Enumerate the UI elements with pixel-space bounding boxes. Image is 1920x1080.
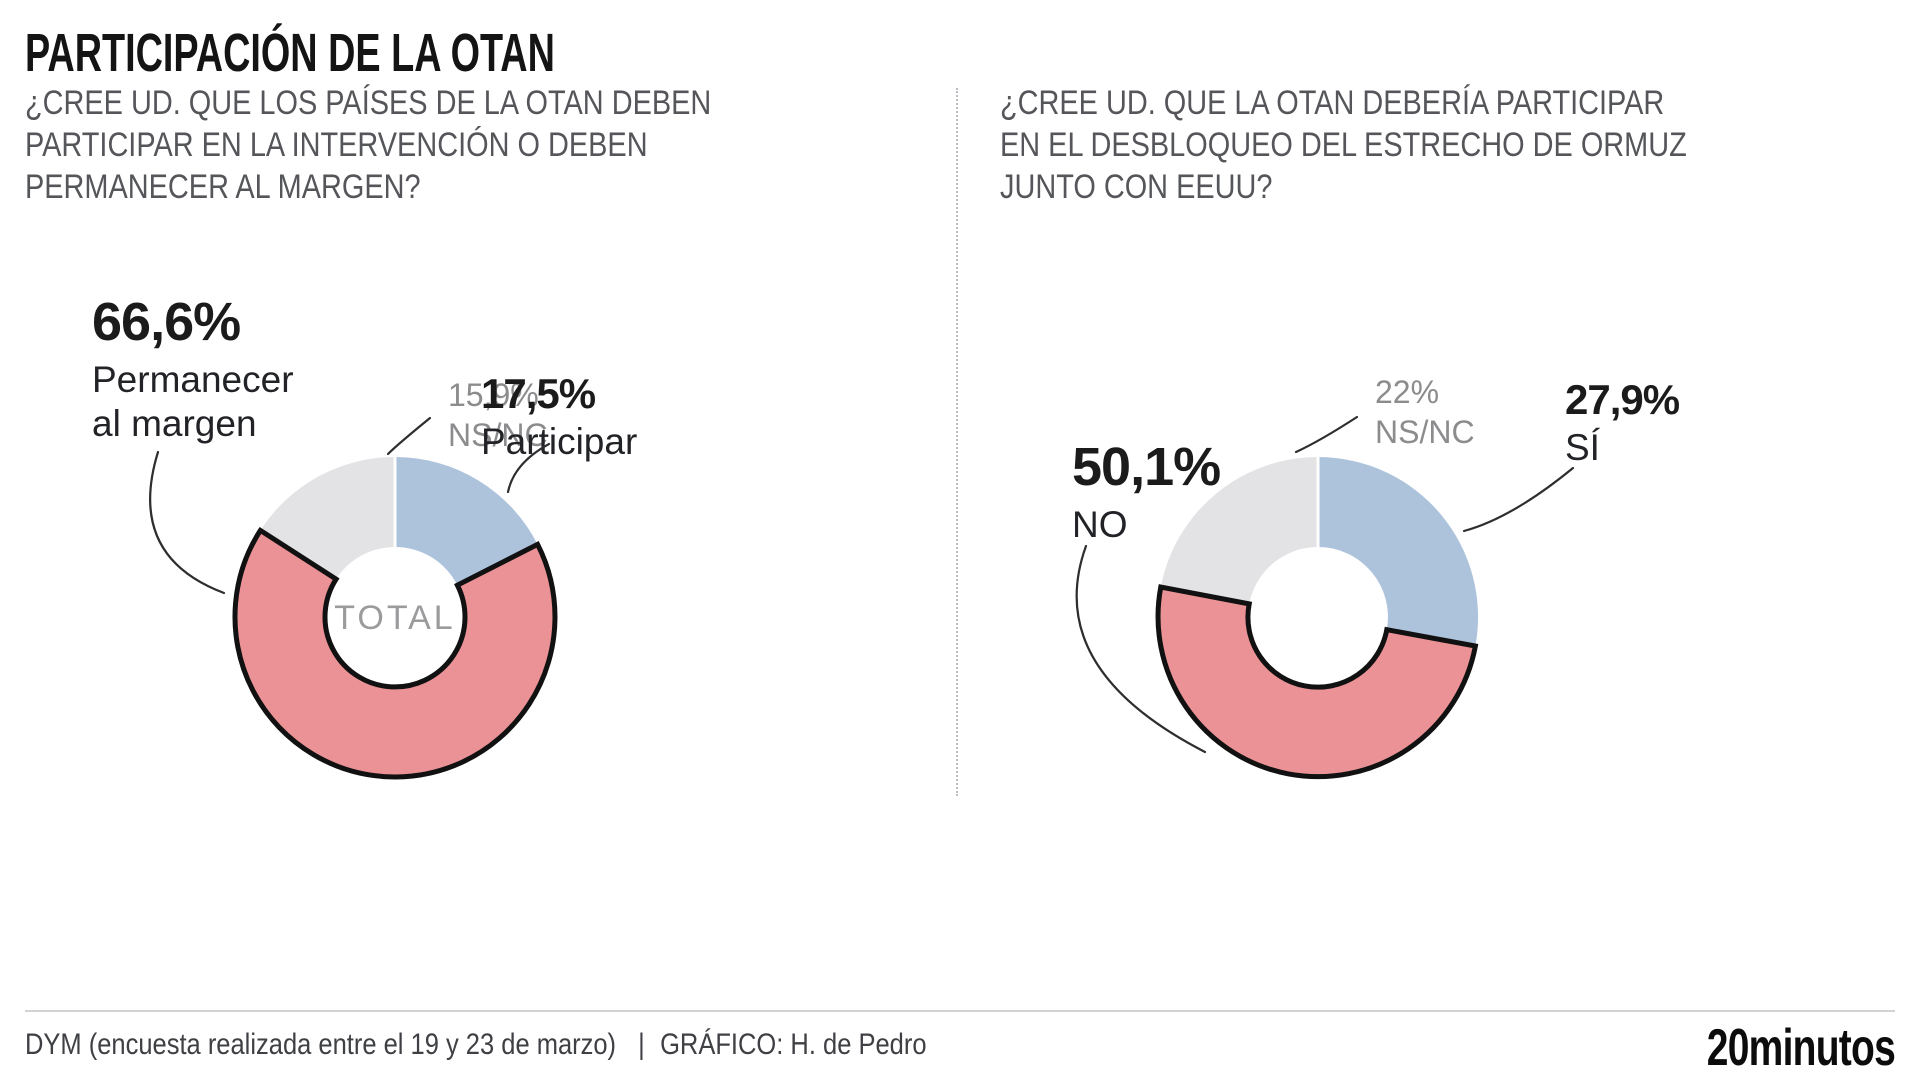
footer-rule — [25, 1010, 1895, 1012]
callout-no — [1075, 544, 1207, 754]
label-nsnc-left: 15,9% NS/NC — [448, 375, 548, 455]
label-no-line1: NO — [1072, 504, 1128, 545]
callout-nsnc-right — [1294, 415, 1359, 454]
callout-si — [1462, 466, 1575, 533]
label-nsnc-right-value: 22% — [1375, 374, 1440, 410]
label-no-value: 50,1% — [1072, 437, 1221, 497]
question-right-line2: EN EL DESBLOQUEO DEL ESTRECHO DE ORMUZ — [1000, 126, 1687, 164]
label-si-name: SÍ — [1565, 427, 1600, 468]
slice-nsnc — [1160, 457, 1318, 604]
page-title: PARTICIPACIÓN DE LA OTAN — [25, 23, 555, 83]
slice-no — [1155, 584, 1479, 780]
label-permanecer-line1: Permanecer — [92, 359, 294, 400]
label-permanecer: 66,6% Permanecer al margen — [92, 294, 294, 446]
donut-chart-total — [232, 457, 558, 780]
slice-permaneceralmargen — [232, 526, 558, 780]
donut-left-center-label: TOTAL — [334, 599, 455, 637]
label-si-value: 27,9% — [1565, 376, 1680, 423]
panel-divider — [956, 88, 958, 796]
donut-chart-ormuz — [1155, 456, 1479, 780]
question-left-line1: ¿CREE UD. QUE LOS PAÍSES DE LA OTAN DEBE… — [25, 84, 712, 122]
callout-participar — [506, 442, 551, 494]
question-right-line1: ¿CREE UD. QUE LA OTAN DEBERÍA PARTICIPAR — [1000, 84, 1665, 122]
label-nsnc-left-name: NS/NC — [448, 417, 548, 453]
callout-permanecer — [149, 450, 226, 595]
label-si: 27,9% SÍ — [1565, 376, 1680, 469]
label-nsnc-left-value: 15,9% — [448, 377, 539, 413]
footer-credits: DYM (encuesta realizada entre el 19 y 23… — [25, 1028, 927, 1062]
question-left-line2: PARTICIPAR EN LA INTERVENCIÓN O DEBEN — [25, 126, 648, 164]
label-participar-value: 17,5% — [481, 370, 596, 417]
question-right-line3: JUNTO CON EEUU? — [1000, 168, 1273, 206]
question-left: ¿CREE UD. QUE LOS PAÍSES DE LA OTAN DEBE… — [25, 82, 711, 208]
slice-nsnc — [260, 457, 395, 580]
question-left-line3: PERMANECER AL MARGEN? — [25, 168, 421, 206]
footer-credit: GRÁFICO: H. de Pedro — [660, 1028, 927, 1061]
label-participar: 17,5% Participar — [481, 370, 637, 463]
label-participar-name: Participar — [481, 421, 638, 462]
footer-source: DYM (encuesta realizada entre el 19 y 23… — [25, 1028, 617, 1061]
brand-logo: 20minutos — [1706, 1019, 1896, 1077]
footer-separator: | — [638, 1028, 645, 1061]
label-permanecer-line2: al margen — [92, 403, 257, 444]
slice-participar — [395, 457, 538, 586]
label-nsnc-right-name: NS/NC — [1375, 414, 1475, 450]
question-right: ¿CREE UD. QUE LA OTAN DEBERÍA PARTICIPAR… — [1000, 82, 1687, 208]
label-no: 50,1% NO — [1072, 437, 1221, 547]
label-permanecer-value: 66,6% — [92, 292, 241, 352]
slice-s — [1318, 456, 1479, 646]
label-nsnc-right: 22% NS/NC — [1375, 372, 1475, 452]
callout-nsnc-left — [386, 416, 432, 456]
